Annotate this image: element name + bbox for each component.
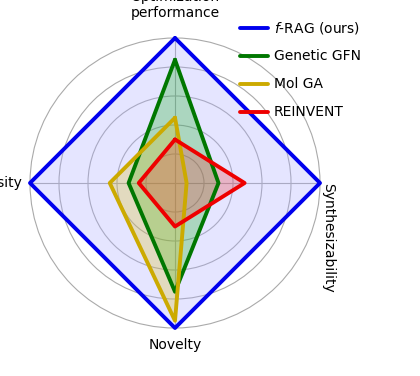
Text: Genetic GFN: Genetic GFN <box>274 49 361 63</box>
Polygon shape <box>110 118 186 321</box>
Text: Novelty: Novelty <box>148 338 202 352</box>
Text: REINVENT: REINVENT <box>274 105 344 119</box>
Text: Optimization
performance: Optimization performance <box>131 0 220 20</box>
Polygon shape <box>30 38 320 328</box>
Polygon shape <box>129 60 218 292</box>
Text: Synthesizability: Synthesizability <box>321 183 335 293</box>
Polygon shape <box>139 139 244 226</box>
Text: $f$-RAG (ours): $f$-RAG (ours) <box>274 20 360 36</box>
Text: Mol GA: Mol GA <box>274 77 323 91</box>
Text: Diversity: Diversity <box>0 176 22 190</box>
